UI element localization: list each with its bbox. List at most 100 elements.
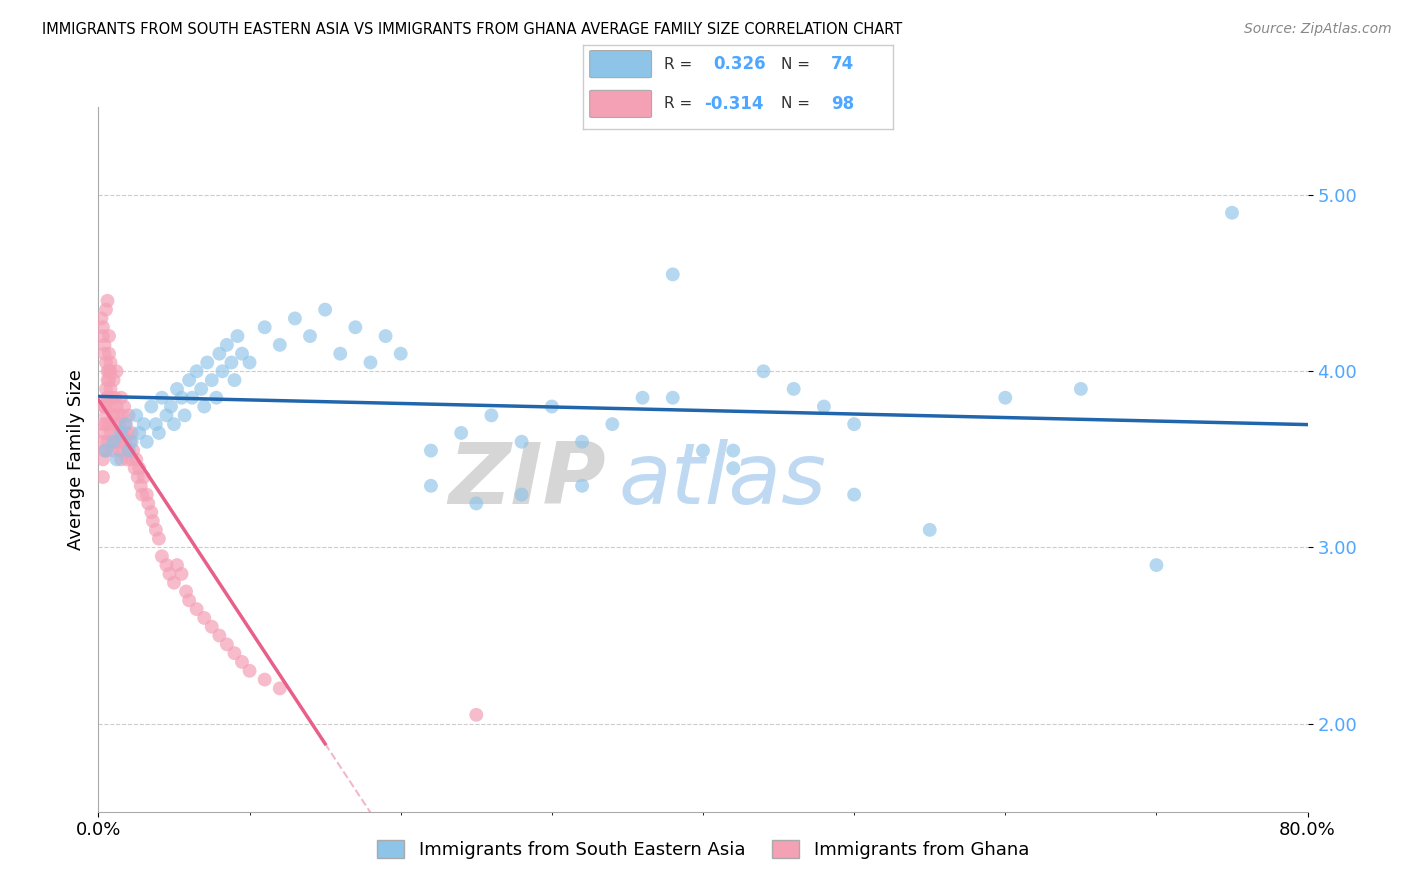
Point <box>181 391 204 405</box>
Point <box>148 532 170 546</box>
Point <box>163 417 186 431</box>
Point <box>91 452 114 467</box>
Point <box>141 505 163 519</box>
Point <box>1070 382 1092 396</box>
Point <box>94 443 117 458</box>
Point <box>115 452 138 467</box>
Point <box>142 514 165 528</box>
Point <box>692 443 714 458</box>
Point <box>465 707 488 722</box>
Point <box>93 338 115 352</box>
Point <box>103 373 125 387</box>
Point <box>94 443 117 458</box>
Point <box>118 409 141 423</box>
Point <box>135 434 157 449</box>
Point <box>111 409 134 423</box>
Point <box>118 443 141 458</box>
Point <box>128 461 150 475</box>
Point <box>98 329 121 343</box>
Point <box>190 382 212 396</box>
Point <box>91 329 114 343</box>
Point <box>91 320 114 334</box>
Point <box>170 566 193 581</box>
Point <box>723 461 745 475</box>
Point <box>98 346 121 360</box>
Point <box>98 417 121 431</box>
Point <box>125 409 148 423</box>
Text: -0.314: -0.314 <box>704 95 763 113</box>
Point <box>155 409 177 423</box>
Point <box>98 373 121 387</box>
Point <box>96 293 118 308</box>
Point <box>94 355 117 369</box>
Point <box>571 434 593 449</box>
Point <box>103 434 125 449</box>
FancyBboxPatch shape <box>589 90 651 118</box>
Point <box>159 566 181 581</box>
Text: IMMIGRANTS FROM SOUTH EASTERN ASIA VS IMMIGRANTS FROM GHANA AVERAGE FAMILY SIZE : IMMIGRANTS FROM SOUTH EASTERN ASIA VS IM… <box>42 22 903 37</box>
Point <box>91 470 114 484</box>
Point <box>107 409 129 423</box>
Point <box>224 373 246 387</box>
Point <box>114 417 136 431</box>
Point <box>783 382 806 396</box>
Text: ZIP: ZIP <box>449 439 606 522</box>
Point <box>98 364 121 378</box>
Point <box>420 479 443 493</box>
Point <box>107 425 129 440</box>
Point <box>186 364 208 378</box>
Point <box>145 417 167 431</box>
Point <box>1144 558 1167 573</box>
Point <box>105 400 128 414</box>
Point <box>111 425 134 440</box>
Point <box>135 487 157 501</box>
Point <box>100 400 122 414</box>
Text: atlas: atlas <box>619 439 827 522</box>
Point <box>329 346 352 360</box>
Point <box>752 364 775 378</box>
Point <box>166 558 188 573</box>
Point <box>125 452 148 467</box>
Text: Source: ZipAtlas.com: Source: ZipAtlas.com <box>1244 22 1392 37</box>
Point <box>94 417 117 431</box>
Point <box>93 400 115 414</box>
Point <box>94 302 117 317</box>
Point <box>195 355 218 369</box>
Point <box>239 355 262 369</box>
Point <box>96 391 118 405</box>
Point <box>121 434 143 449</box>
Text: N =: N = <box>782 96 815 112</box>
Point <box>124 461 146 475</box>
Point <box>100 382 122 396</box>
Point <box>231 346 253 360</box>
Point <box>110 434 132 449</box>
Point <box>179 373 201 387</box>
Point <box>132 417 155 431</box>
Point <box>465 496 488 510</box>
Point <box>150 391 173 405</box>
Point <box>344 320 367 334</box>
Point <box>114 434 136 449</box>
Point <box>90 434 112 449</box>
Point <box>450 425 472 440</box>
Point <box>112 400 135 414</box>
Point <box>96 364 118 378</box>
Point <box>170 391 193 405</box>
Point <box>100 355 122 369</box>
Point <box>510 434 533 449</box>
FancyBboxPatch shape <box>589 51 651 78</box>
Y-axis label: Average Family Size: Average Family Size <box>66 369 84 549</box>
Point <box>540 400 562 414</box>
Point <box>193 611 215 625</box>
Point <box>118 443 141 458</box>
Point <box>389 346 412 360</box>
Point <box>193 400 215 414</box>
Point <box>374 329 396 343</box>
Point <box>163 575 186 590</box>
Point <box>918 523 941 537</box>
Point <box>208 628 231 642</box>
Point <box>93 400 115 414</box>
Point <box>94 382 117 396</box>
Point <box>510 487 533 501</box>
Point <box>239 664 262 678</box>
